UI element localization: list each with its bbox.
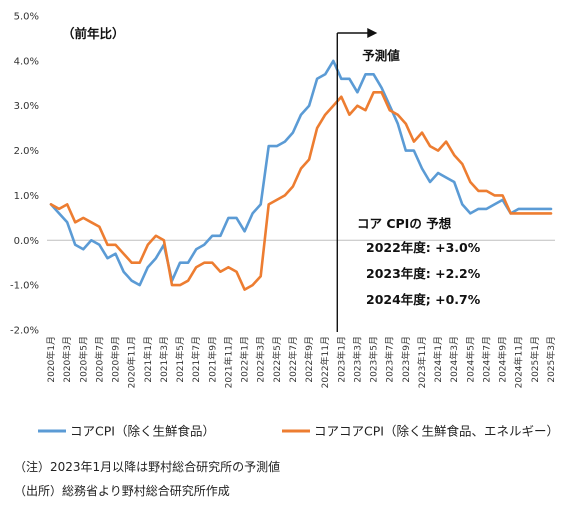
x-tick-label: 2021年11月 (222, 336, 234, 388)
y-tick-label: 2.0% (14, 146, 39, 157)
x-tick-label: 2024年9月 (497, 336, 509, 383)
legend: コアCPI（除く生鮮食品） コアコアCPI（除く生鮮食品、エネルギー） (38, 424, 559, 439)
y-tick-label: 3.0% (14, 101, 39, 112)
y-axis-ticks: -2.0% -1.0% 0.0% 1.0% 2.0% 3.0% 4.0% 5.0% (10, 12, 39, 337)
forecast-arrow-head (367, 28, 378, 38)
x-tick-label: 2023年7月 (384, 336, 396, 383)
y-tick-label: 4.0% (14, 56, 39, 67)
x-tick-label: 2024年5月 (464, 336, 476, 383)
forecast-annotation: コア CPIの 予想 2022年度: +3.0% 2023年度: +2.2% 2024… (357, 216, 481, 307)
x-tick-label: 2022年1月 (239, 336, 251, 383)
x-tick-label: 2023年11月 (416, 336, 428, 388)
x-tick-label: 2021年3月 (158, 336, 170, 383)
x-axis-ticks: 2020年1月 2020年3月 2020年5月 2020年7月 2020年9月 2020年… (45, 336, 557, 388)
footnote-source: （出所）総務省より野村総合研究所作成 (14, 484, 230, 498)
annotation-line: 2023年度: +2.2% (366, 266, 481, 281)
x-tick-label: 2025年1月 (529, 336, 541, 383)
y-tick-label: -2.0% (10, 326, 39, 337)
series-line-2 (49, 91, 553, 291)
x-tick-label: 2021年7月 (190, 336, 202, 383)
footnote-note: （注）2023年1月以降は野村総合研究所の予測値 (14, 460, 281, 474)
series-line-1 (49, 59, 553, 287)
annotation-title: コア CPIの 予想 (357, 216, 452, 231)
x-tick-label: 2020年7月 (93, 336, 105, 383)
x-tick-label: 2023年5月 (368, 336, 380, 383)
forecast-marker: 予測値 (336, 28, 400, 332)
x-tick-label: 2021年5月 (174, 336, 186, 383)
annotation-line: 2024年度; +0.7% (366, 292, 481, 307)
x-tick-label: 2024年11月 (513, 336, 525, 388)
x-tick-label: 2021年9月 (206, 336, 218, 383)
x-tick-label: 2020年5月 (77, 336, 89, 383)
x-tick-label: 2024年7月 (480, 336, 492, 383)
y-tick-label: -1.0% (10, 281, 39, 292)
legend-label-2: コアコアCPI（除く生鮮食品、エネルギー） (314, 424, 559, 439)
x-tick-label: 2022年5月 (271, 336, 283, 383)
annotation-line: 2022年度: +3.0% (366, 240, 481, 255)
x-tick-label: 2023年1月 (335, 336, 347, 383)
x-tick-label: 2023年9月 (400, 336, 412, 383)
forecast-label: 予測値 (362, 48, 400, 63)
x-tick-label: 2024年1月 (432, 336, 444, 383)
x-tick-label: 2022年7月 (287, 336, 299, 383)
x-tick-label: 2021年1月 (142, 336, 154, 383)
y-tick-label: 5.0% (14, 12, 39, 23)
cpi-line-chart: -2.0% -1.0% 0.0% 1.0% 2.0% 3.0% 4.0% 5.0% 2020年… (10, 12, 559, 439)
x-tick-label: 2020年1月 (45, 336, 57, 383)
unit-label: （前年比） (62, 26, 125, 41)
x-tick-label: 2025年3月 (545, 336, 557, 383)
x-tick-label: 2020年9月 (110, 336, 122, 383)
x-tick-label: 2024年3月 (448, 336, 460, 383)
x-tick-label: 2022年9月 (303, 336, 315, 383)
series-lines (49, 59, 553, 291)
y-tick-label: 0.0% (14, 236, 39, 247)
x-tick-label: 2020年11月 (126, 336, 138, 388)
x-tick-label: 2020年3月 (61, 336, 73, 383)
x-tick-label: 2022年3月 (255, 336, 267, 383)
x-tick-label: 2022年11月 (319, 336, 331, 388)
x-tick-label: 2023年3月 (351, 336, 363, 383)
legend-label-1: コアCPI（除く生鮮食品） (70, 424, 215, 439)
y-tick-label: 1.0% (14, 191, 39, 202)
